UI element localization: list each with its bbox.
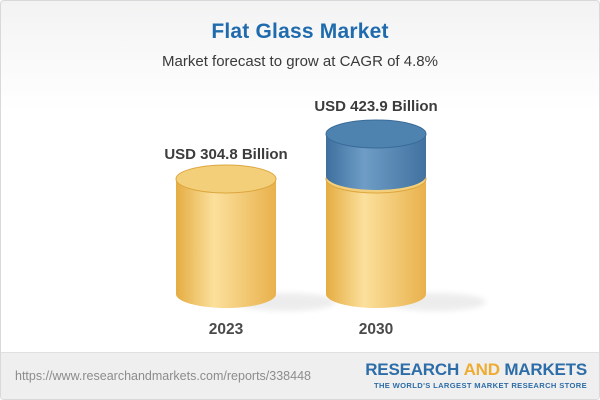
logo-word-markets: MARKETS xyxy=(504,360,587,380)
market-forecast-cylinder-chart: USD 304.8 Billion USD 423.9 Billion 2023… xyxy=(164,98,486,338)
card-footer: https://www.researchandmarkets.com/repor… xyxy=(1,352,599,399)
cylinders xyxy=(175,119,427,308)
report-url[interactable]: https://www.researchandmarkets.com/repor… xyxy=(15,369,311,383)
category-label-2023: 2023 xyxy=(209,321,244,338)
logo-word-research: RESEARCH xyxy=(365,360,460,380)
logo-word-and: AND xyxy=(463,360,500,380)
chart-header: Flat Glass Market Market forecast to gro… xyxy=(1,1,599,70)
value-label-2023: USD 304.8 Billion xyxy=(164,146,287,163)
chart-title: Flat Glass Market xyxy=(211,20,389,43)
value-label-2030: USD 423.9 Billion xyxy=(314,98,437,115)
logo-tagline: THE WORLD'S LARGEST MARKET RESEARCH STOR… xyxy=(373,381,587,391)
research-and-markets-logo[interactable]: RESEARCH AND MARKETS THE WORLD'S LARGEST… xyxy=(365,361,587,390)
chart-labels: USD 304.8 Billion USD 423.9 Billion 2023… xyxy=(164,98,437,338)
chart-area: USD 304.8 Billion USD 423.9 Billion 2023… xyxy=(1,86,599,357)
chart-subtitle: Market forecast to grow at CAGR of 4.8% xyxy=(162,53,438,70)
category-label-2030: 2030 xyxy=(359,321,393,338)
logo-wordmark: RESEARCH AND MARKETS xyxy=(365,361,587,380)
